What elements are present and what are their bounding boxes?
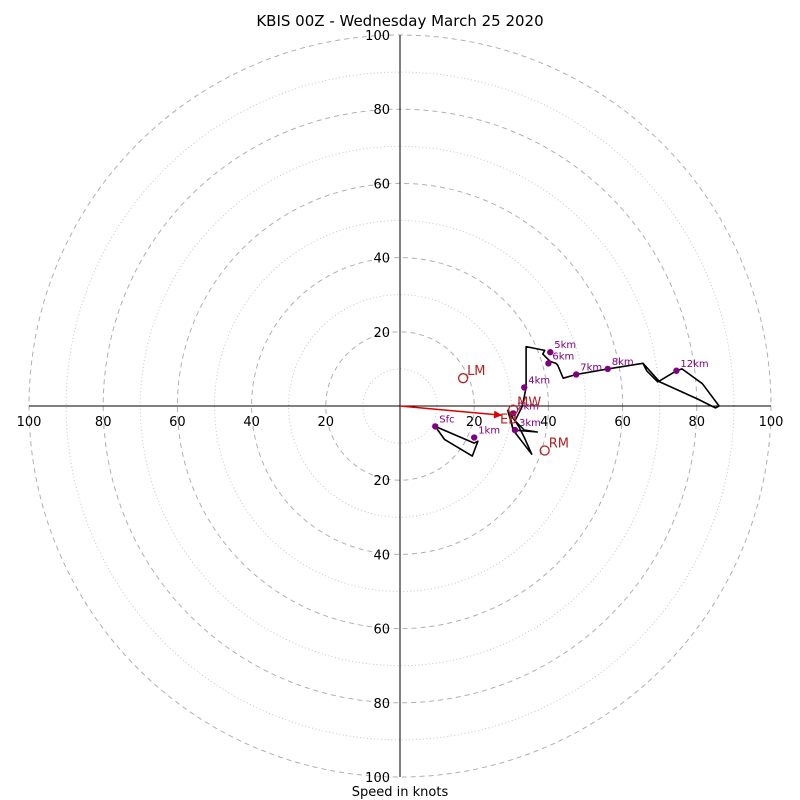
y-tick-label: 80	[373, 697, 390, 712]
height-point-label: 1km	[478, 426, 500, 437]
x-tick-label: 80	[95, 415, 112, 430]
y-tick-label: 100	[365, 771, 390, 786]
y-tick-label: 20	[373, 474, 390, 489]
x-tick-label: 20	[318, 415, 335, 430]
storm-motion-marker	[457, 373, 469, 384]
height-point-label: 5km	[554, 340, 576, 351]
storm-motion-marker	[539, 445, 550, 456]
height-point-label: 12km	[680, 359, 708, 370]
height-point-label: 7km	[580, 362, 602, 373]
wind-profile-line	[434, 425, 479, 457]
y-tick-label: 60	[373, 623, 390, 638]
height-point-marker	[471, 434, 478, 441]
height-point-marker	[432, 423, 439, 430]
height-point-label: 8km	[612, 357, 634, 368]
height-point-marker	[521, 384, 528, 391]
arrow-shaft	[399, 405, 503, 417]
height-point-label: 2km	[517, 401, 539, 412]
x-tick-label: 60	[169, 415, 186, 430]
x-axis-label: Speed in knots	[352, 785, 449, 800]
storm-motion-label: LM	[467, 364, 485, 379]
storm-motion-label: RM	[549, 437, 569, 452]
wind-profile-line	[508, 345, 720, 433]
arrow-head	[493, 410, 503, 419]
y-tick-label: 60	[373, 177, 390, 192]
height-point-marker	[547, 349, 554, 356]
y-tick-label: 100	[365, 29, 390, 44]
chart-title: KBIS 00Z - Wednesday March 25 2020	[256, 12, 543, 30]
y-tick-label: 40	[373, 252, 390, 267]
y-tick-label: 80	[373, 103, 390, 118]
height-point-marker	[573, 371, 580, 378]
storm-motion-marker	[508, 404, 519, 415]
y-tick-label: 20	[373, 326, 390, 341]
x-tick-label: 40	[540, 415, 557, 430]
height-point-label: 6km	[552, 351, 574, 362]
storm-motion-markers: LM RM MW	[457, 364, 569, 456]
x-tick-label: 80	[689, 415, 706, 430]
height-point-marker	[604, 365, 611, 373]
height-point-label: 4km	[528, 375, 550, 386]
x-tick-label: 40	[243, 415, 260, 430]
height-point-marker	[509, 410, 517, 417]
wind-profile	[434, 345, 720, 457]
x-tick-label: 100	[17, 415, 42, 430]
height-point-marker	[511, 426, 519, 434]
height-point-label: Sfc	[439, 414, 454, 425]
storm-motion-label: MW	[517, 396, 541, 411]
y-tick-label: 40	[373, 548, 390, 563]
tick-labels: 100 80 60 40 20 20 40 60 80 100 20 40 60 80 100 20 40 60 8…	[17, 29, 784, 786]
mean-wind-arrow: EB	[399, 405, 517, 427]
height-point-label: 3km	[519, 418, 541, 429]
x-tick-label: 20	[466, 415, 483, 430]
height-point-marker	[545, 360, 552, 367]
x-tick-label: 100	[759, 415, 784, 430]
x-tick-label: 60	[614, 415, 631, 430]
height-point-marker	[673, 367, 680, 374]
